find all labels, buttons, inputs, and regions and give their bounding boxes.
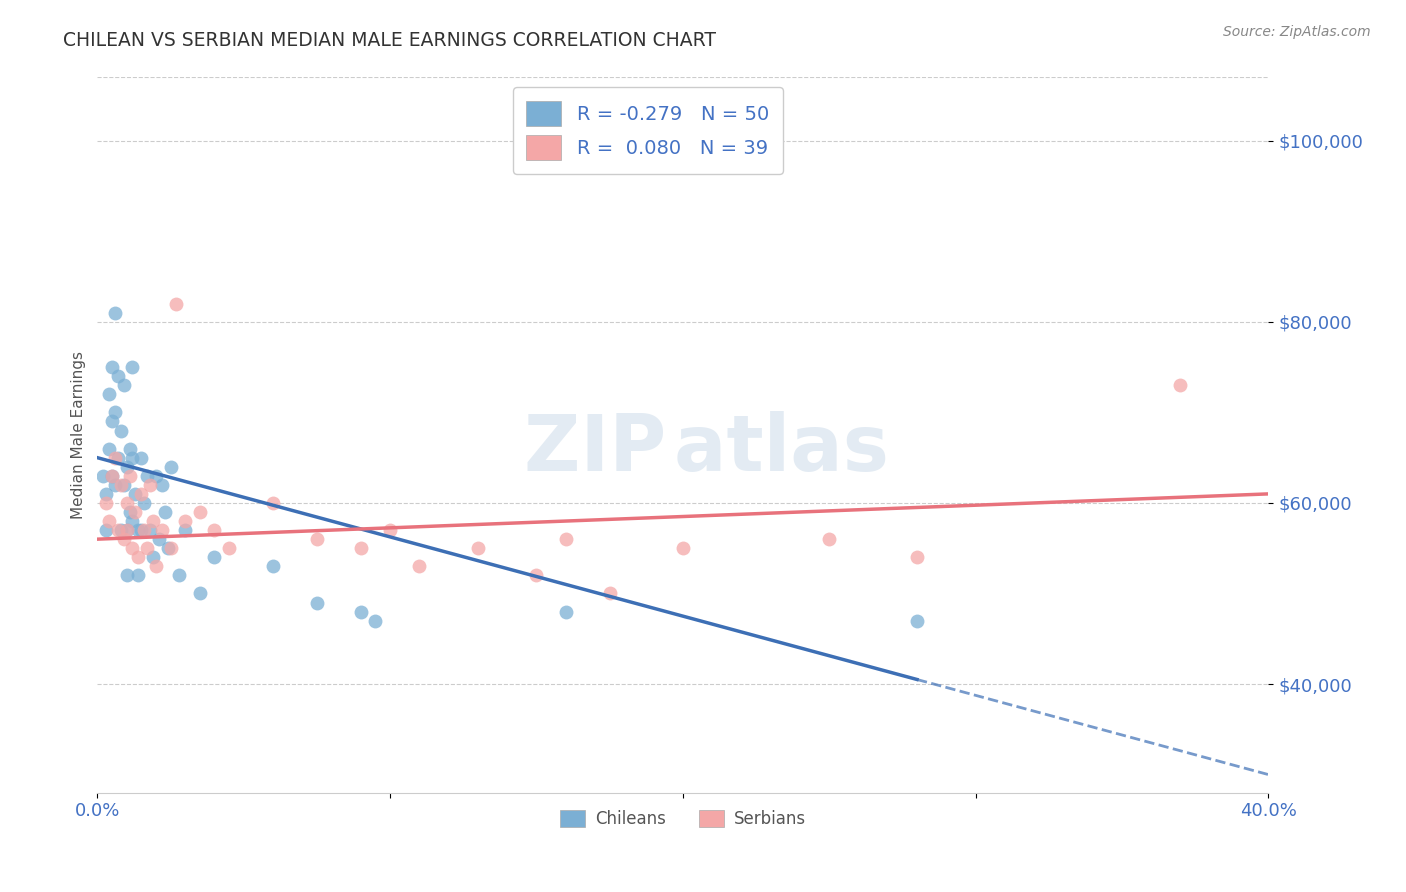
Point (818, 532, 841, 546)
Point (134, 523, 156, 537)
Point (188, 586, 211, 600)
Point (169, 568, 191, 582)
Point (121, 450, 143, 465)
Point (305, 595, 328, 609)
Point (153, 505, 176, 519)
Point (112, 478, 135, 492)
Point (124, 487, 146, 501)
Point (136, 468, 159, 483)
Point (94, 487, 117, 501)
Point (98, 387, 121, 401)
Point (129, 487, 152, 501)
Point (101, 468, 124, 483)
Point (142, 514, 165, 528)
Text: ZIP atlas: ZIP atlas (524, 411, 889, 487)
Point (467, 541, 489, 556)
Point (127, 550, 149, 565)
Point (121, 514, 143, 528)
Point (262, 496, 284, 510)
Point (378, 523, 401, 537)
Point (94, 523, 117, 537)
Point (118, 442, 141, 456)
Point (129, 523, 152, 537)
Point (139, 523, 162, 537)
Point (142, 550, 165, 565)
Point (104, 405, 127, 419)
Point (101, 360, 124, 375)
Point (350, 541, 373, 556)
Point (115, 496, 138, 510)
Point (218, 541, 240, 556)
Point (1170, 378, 1192, 392)
Point (104, 306, 127, 320)
Point (134, 496, 156, 510)
Point (145, 559, 167, 574)
Point (127, 523, 149, 537)
Point (350, 605, 373, 619)
Point (107, 523, 129, 537)
Point (554, 605, 576, 619)
Text: CHILEAN VS SERBIAN MEDIAN MALE EARNINGS CORRELATION CHART: CHILEAN VS SERBIAN MEDIAN MALE EARNINGS … (63, 31, 716, 50)
Text: Source: ZipAtlas.com: Source: ZipAtlas.com (1223, 25, 1371, 39)
Point (204, 550, 226, 565)
Point (188, 505, 211, 519)
Point (148, 532, 170, 546)
Point (115, 523, 138, 537)
Point (112, 532, 135, 546)
Point (121, 360, 143, 375)
Point (129, 450, 152, 465)
Point (150, 478, 173, 492)
Point (98, 442, 121, 456)
Point (136, 541, 159, 556)
Point (127, 568, 149, 582)
Point (159, 459, 181, 474)
Point (101, 414, 124, 428)
Point (165, 297, 187, 311)
Point (101, 468, 124, 483)
Point (905, 550, 928, 565)
Y-axis label: Median Male Earnings: Median Male Earnings (72, 351, 86, 519)
Point (599, 586, 621, 600)
Point (110, 523, 132, 537)
Point (112, 378, 135, 392)
Point (139, 478, 162, 492)
Point (91, 468, 114, 483)
Point (107, 369, 129, 384)
Point (150, 523, 173, 537)
Point (156, 541, 179, 556)
Point (118, 505, 141, 519)
Point (104, 450, 127, 465)
Point (104, 478, 127, 492)
Point (554, 532, 576, 546)
Point (905, 614, 928, 628)
Point (204, 523, 226, 537)
Point (124, 505, 146, 519)
Point (107, 450, 129, 465)
Point (672, 541, 695, 556)
Point (115, 459, 138, 474)
Point (174, 523, 197, 537)
Point (145, 468, 167, 483)
Point (115, 568, 138, 582)
Point (305, 532, 328, 546)
Point (118, 468, 141, 483)
Point (110, 424, 132, 438)
Point (115, 523, 138, 537)
Point (408, 559, 430, 574)
Point (262, 559, 284, 574)
Point (159, 541, 181, 556)
Point (94, 496, 117, 510)
Legend: Chileans, Serbians: Chileans, Serbians (553, 803, 813, 834)
Point (110, 478, 132, 492)
Point (174, 514, 197, 528)
Point (121, 541, 143, 556)
Point (98, 514, 121, 528)
Point (364, 614, 387, 628)
Point (526, 568, 548, 582)
